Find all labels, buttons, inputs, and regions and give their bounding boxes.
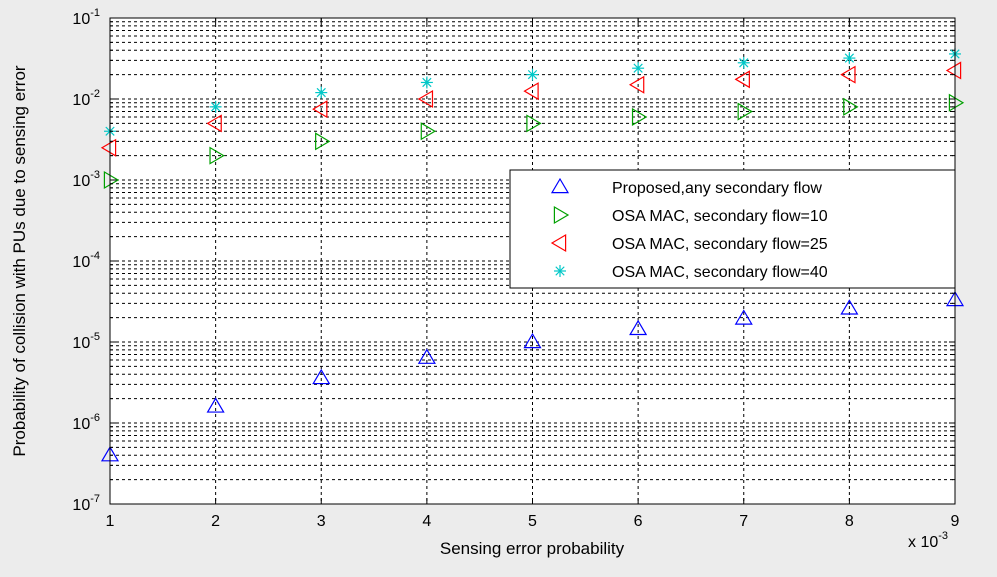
data-point: [632, 62, 644, 74]
data-point: [315, 87, 327, 99]
data-point: [527, 69, 539, 81]
x-tick-label: 9: [951, 513, 960, 530]
y-tick-label: 10-1: [72, 7, 100, 28]
x-tick-label: 2: [211, 513, 220, 530]
y-tick-label: 10-3: [72, 169, 100, 190]
y-tick-label: 10-5: [72, 331, 100, 352]
legend-label: Proposed,any secondary flow: [612, 180, 822, 197]
x-tick-label: 1: [106, 513, 115, 530]
legend-label: OSA MAC, secondary flow=40: [612, 264, 828, 281]
data-point: [843, 52, 855, 64]
y-tick-label: 10-4: [72, 250, 100, 271]
x-tick-label: 5: [528, 513, 537, 530]
x-scale-note: x 10-3: [908, 530, 948, 551]
legend-marker: [554, 265, 566, 277]
data-point: [210, 101, 222, 113]
x-tick-label: 4: [422, 513, 431, 530]
data-point: [421, 76, 433, 88]
data-point: [738, 57, 750, 69]
y-tick-label: 10-7: [72, 493, 100, 514]
y-tick-label: 10-2: [72, 88, 100, 109]
legend-label: OSA MAC, secondary flow=10: [612, 208, 828, 225]
legend: Proposed,any secondary flow OSA MAC, seco…: [510, 170, 955, 288]
legend-label: OSA MAC, secondary flow=25: [612, 236, 828, 253]
y-tick-label: 10-6: [72, 412, 100, 433]
y-axis-label: Probability of collision with PUs due to…: [10, 65, 29, 457]
x-tick-label: 7: [739, 513, 748, 530]
x-tick-label: 8: [845, 513, 854, 530]
x-tick-label: 6: [634, 513, 643, 530]
x-tick-label: 3: [317, 513, 326, 530]
x-axis-label: Sensing error probability: [440, 539, 625, 558]
